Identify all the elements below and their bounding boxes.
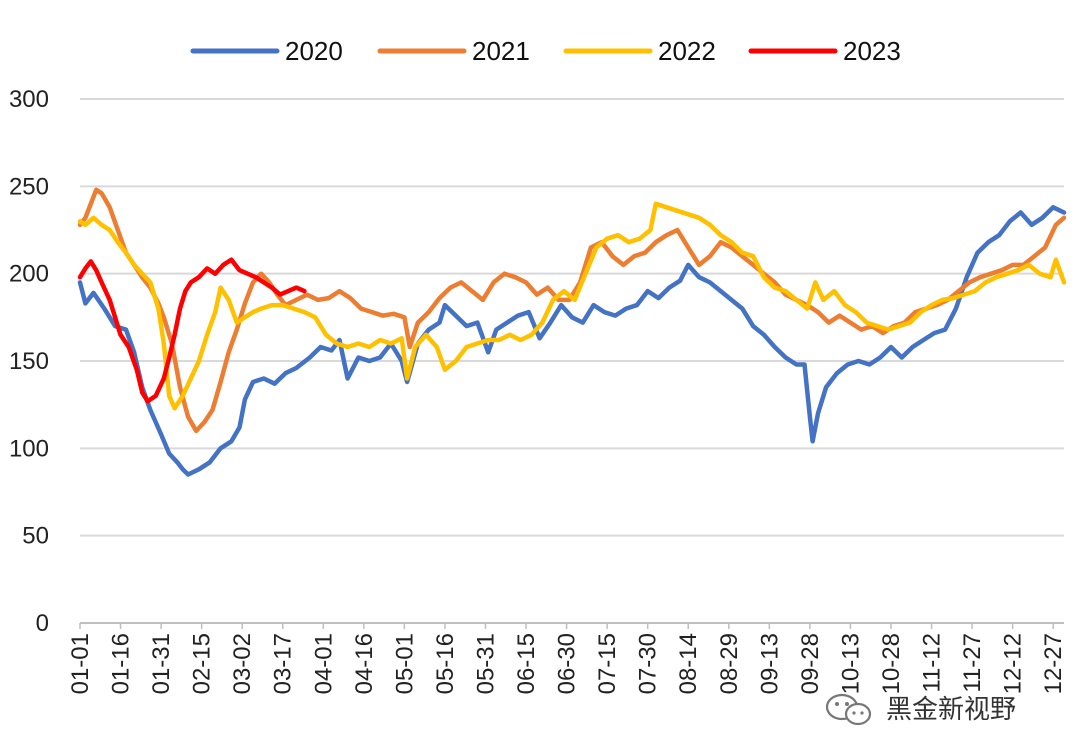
x-tick-label: 06-15 [513,633,540,694]
y-tick-label: 150 [9,348,49,375]
legend: 2020 2021 2022 2023 [190,36,901,66]
legend-label: 2022 [658,36,716,66]
series-lines [77,187,1067,477]
x-tick-label: 08-29 [716,633,743,694]
legend-item-2023: 2023 [748,36,901,66]
y-tick-label: 100 [9,435,49,462]
series-line-2021 [77,187,1067,434]
x-tick-label: 03-17 [270,633,297,694]
y-tick-label: 0 [36,610,49,637]
x-tick-label: 02-15 [189,633,216,694]
x-tick-label: 07-30 [635,633,662,694]
legend-label: 2021 [472,36,530,66]
legend-item-2020: 2020 [190,36,343,66]
x-tick-label: 10-28 [878,633,905,694]
y-tick-label: 300 [9,86,49,113]
x-tick-label: 05-31 [472,633,499,694]
series-line-2022 [77,201,1067,411]
x-tick-label: 06-30 [554,633,581,694]
x-tick-label: 12-27 [1040,633,1067,694]
series-line-2020 [77,205,1067,477]
x-tick-label: 01-16 [108,633,135,694]
x-tick-label: 11-12 [919,633,946,693]
legend-label: 2023 [843,36,901,66]
x-tick-label: 04-01 [310,633,337,694]
x-tick-label: 09-28 [797,633,824,694]
y-tick-label: 50 [22,523,49,550]
y-axis: 0 50 100 150 200 250 300 [9,86,49,637]
series-line-2023 [77,257,307,404]
x-tick-label: 05-01 [391,633,418,694]
x-tick-label: 04-16 [351,633,378,694]
watermark: 黑金新视野 [825,693,1016,726]
watermark-text: 黑金新视野 [886,695,1016,725]
wechat-icon [825,693,872,726]
x-tick-label: 12-12 [1000,633,1027,694]
x-tick-label: 01-01 [67,633,94,694]
x-tick-label: 08-14 [675,633,702,694]
legend-item-2022: 2022 [563,36,716,66]
x-tick-label: 10-13 [837,633,864,694]
x-tick-label: 09-13 [756,633,783,694]
x-tick-label: 11-27 [959,633,986,693]
x-axis: 01-01 01-16 01-31 02-15 03-02 03-17 04-01 04-16… [67,622,1067,694]
y-tick-label: 200 [9,261,49,288]
y-tick-label: 250 [9,173,49,200]
x-tick-label: 05-16 [432,633,459,694]
x-tick-label: 01-31 [148,633,175,694]
legend-label: 2020 [285,36,343,66]
x-tick-label: 03-02 [229,633,256,694]
x-tick-label: 07-15 [594,633,621,694]
legend-item-2021: 2021 [377,36,530,66]
